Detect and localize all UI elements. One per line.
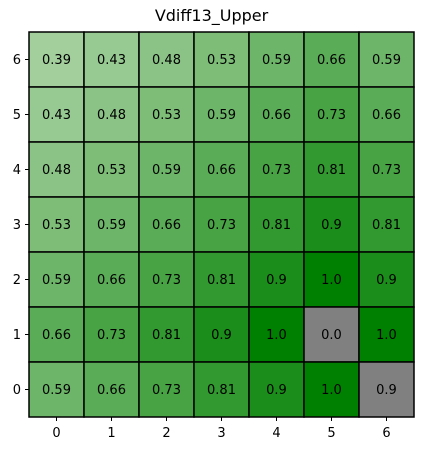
heatmap-cell-5-0 xyxy=(303,361,360,418)
x-tick-label-4: 4 xyxy=(272,426,280,441)
cell-label-0-5: 0.43 xyxy=(42,108,71,123)
heatmap-cell-2-1 xyxy=(138,306,195,363)
heatmap-cell-2-3 xyxy=(138,196,195,253)
y-tick-label-2: 2 xyxy=(13,273,21,288)
cell-label-4-1: 1.0 xyxy=(266,328,287,343)
heatmap-cell-6-5 xyxy=(358,86,415,143)
cell-label-1-1: 0.73 xyxy=(97,328,126,343)
cell-label-0-3: 0.53 xyxy=(42,218,71,233)
cell-label-5-6: 0.66 xyxy=(317,53,346,68)
heatmap-cell-1-1 xyxy=(83,306,140,363)
heatmap-cell-5-2 xyxy=(303,251,360,308)
cell-label-5-4: 0.81 xyxy=(317,163,346,178)
cell-label-4-0: 0.9 xyxy=(266,383,287,398)
cell-label-2-1: 0.81 xyxy=(152,328,181,343)
heatmap-cell-4-2 xyxy=(248,251,305,308)
cell-label-6-1: 1.0 xyxy=(376,328,397,343)
heatmap-cell-0-5 xyxy=(28,86,85,143)
cell-label-6-2: 0.9 xyxy=(376,273,397,288)
cell-label-6-0: 0.9 xyxy=(376,383,397,398)
cell-label-1-4: 0.53 xyxy=(97,163,126,178)
cell-label-2-5: 0.53 xyxy=(152,108,181,123)
heatmap-cell-5-1 xyxy=(303,306,360,363)
heatmap-cell-3-0 xyxy=(193,361,250,418)
heatmap-cell-0-4 xyxy=(28,141,85,198)
cell-label-4-5: 0.66 xyxy=(262,108,291,123)
heatmap-cell-6-6 xyxy=(358,31,415,88)
heatmap-cell-6-1 xyxy=(358,306,415,363)
cell-label-2-6: 0.48 xyxy=(152,53,181,68)
cell-label-6-5: 0.66 xyxy=(372,108,401,123)
heatmap-cell-1-5 xyxy=(83,86,140,143)
cell-label-0-0: 0.59 xyxy=(42,383,71,398)
cell-label-3-3: 0.73 xyxy=(207,218,236,233)
cell-label-6-3: 0.81 xyxy=(372,218,401,233)
heatmap-cell-3-2 xyxy=(193,251,250,308)
heatmap-cell-0-0 xyxy=(28,361,85,418)
heatmap-cell-2-2 xyxy=(138,251,195,308)
x-tick-label-3: 3 xyxy=(217,426,225,441)
heatmap-cell-3-4 xyxy=(193,141,250,198)
cell-label-3-1: 0.9 xyxy=(211,328,232,343)
heatmap-cell-5-5 xyxy=(303,86,360,143)
cell-label-3-6: 0.53 xyxy=(207,53,236,68)
cell-label-1-5: 0.48 xyxy=(97,108,126,123)
heatmap-cell-3-5 xyxy=(193,86,250,143)
heatmap-cell-5-3 xyxy=(303,196,360,253)
cell-label-5-5: 0.73 xyxy=(317,108,346,123)
heatmap-cell-5-6 xyxy=(303,31,360,88)
cell-label-0-1: 0.66 xyxy=(42,328,71,343)
cell-label-2-3: 0.66 xyxy=(152,218,181,233)
y-tick-label-0: 0 xyxy=(13,383,21,398)
cell-label-0-6: 0.39 xyxy=(42,53,71,68)
cell-label-2-2: 0.73 xyxy=(152,273,181,288)
x-tick-label-5: 5 xyxy=(327,426,335,441)
cell-label-3-2: 0.81 xyxy=(207,273,236,288)
y-tick-label-5: 5 xyxy=(13,108,21,123)
cell-label-6-4: 0.73 xyxy=(372,163,401,178)
cell-label-4-4: 0.73 xyxy=(262,163,291,178)
cell-label-0-4: 0.48 xyxy=(42,163,71,178)
cell-label-5-0: 1.0 xyxy=(321,383,342,398)
heatmap-cell-3-3 xyxy=(193,196,250,253)
cell-label-2-0: 0.73 xyxy=(152,383,181,398)
cell-label-5-1: 0.0 xyxy=(321,328,342,343)
cell-label-6-6: 0.59 xyxy=(372,53,401,68)
cell-label-3-0: 0.81 xyxy=(207,383,236,398)
heatmap-cell-4-4 xyxy=(248,141,305,198)
heatmap-cell-1-0 xyxy=(83,361,140,418)
y-tick-label-3: 3 xyxy=(13,218,21,233)
cell-label-5-2: 1.0 xyxy=(321,273,342,288)
y-tick-label-1: 1 xyxy=(13,328,21,343)
cell-label-3-5: 0.59 xyxy=(207,108,236,123)
x-tick-label-2: 2 xyxy=(162,426,170,441)
cell-label-4-6: 0.59 xyxy=(262,53,291,68)
heatmap-cell-0-2 xyxy=(28,251,85,308)
cell-label-5-3: 0.9 xyxy=(321,218,342,233)
cell-label-0-2: 0.59 xyxy=(42,273,71,288)
cell-label-2-4: 0.59 xyxy=(152,163,181,178)
cell-label-1-6: 0.43 xyxy=(97,53,126,68)
x-tick-label-6: 6 xyxy=(382,426,390,441)
cell-label-4-3: 0.81 xyxy=(262,218,291,233)
cell-label-1-3: 0.59 xyxy=(97,218,126,233)
y-tick-label-6: 6 xyxy=(13,53,21,68)
y-tick-label-4: 4 xyxy=(13,163,21,178)
cell-label-4-2: 0.9 xyxy=(266,273,287,288)
chart-title: Vdiff13_Upper xyxy=(154,6,269,25)
x-tick-label-1: 1 xyxy=(107,426,115,441)
cell-label-1-0: 0.66 xyxy=(97,383,126,398)
cell-label-3-4: 0.66 xyxy=(207,163,236,178)
heatmap-cell-3-1 xyxy=(193,306,250,363)
heatmap-cell-6-3 xyxy=(358,196,415,253)
x-tick-label-0: 0 xyxy=(52,426,60,441)
cell-label-1-2: 0.66 xyxy=(97,273,126,288)
